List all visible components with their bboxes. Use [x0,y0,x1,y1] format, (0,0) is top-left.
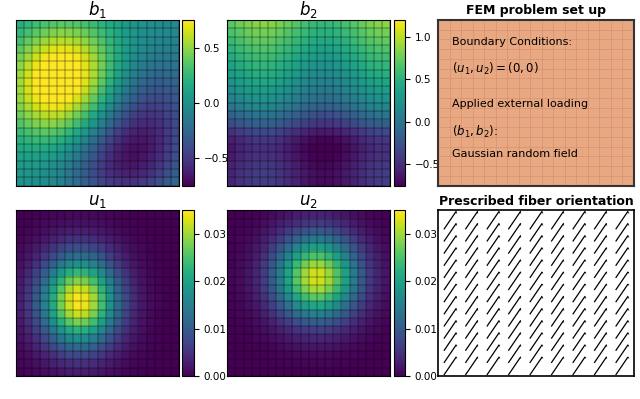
Text: Boundary Conditions:: Boundary Conditions: [452,37,572,47]
Title: Prescribed fiber orientation: Prescribed fiber orientation [438,195,634,208]
Title: $b_2$: $b_2$ [300,0,318,20]
Text: Applied external loading: Applied external loading [452,99,588,109]
Text: Gaussian random field: Gaussian random field [452,149,578,159]
Title: $u_1$: $u_1$ [88,193,107,210]
Title: $b_1$: $b_1$ [88,0,107,20]
Title: FEM problem set up: FEM problem set up [466,4,606,18]
Text: $(u_1, u_2) = (0, 0)$: $(u_1, u_2) = (0, 0)$ [452,61,539,77]
Text: $(b_1, b_2)$:: $(b_1, b_2)$: [452,124,498,140]
Title: $u_2$: $u_2$ [300,193,318,210]
